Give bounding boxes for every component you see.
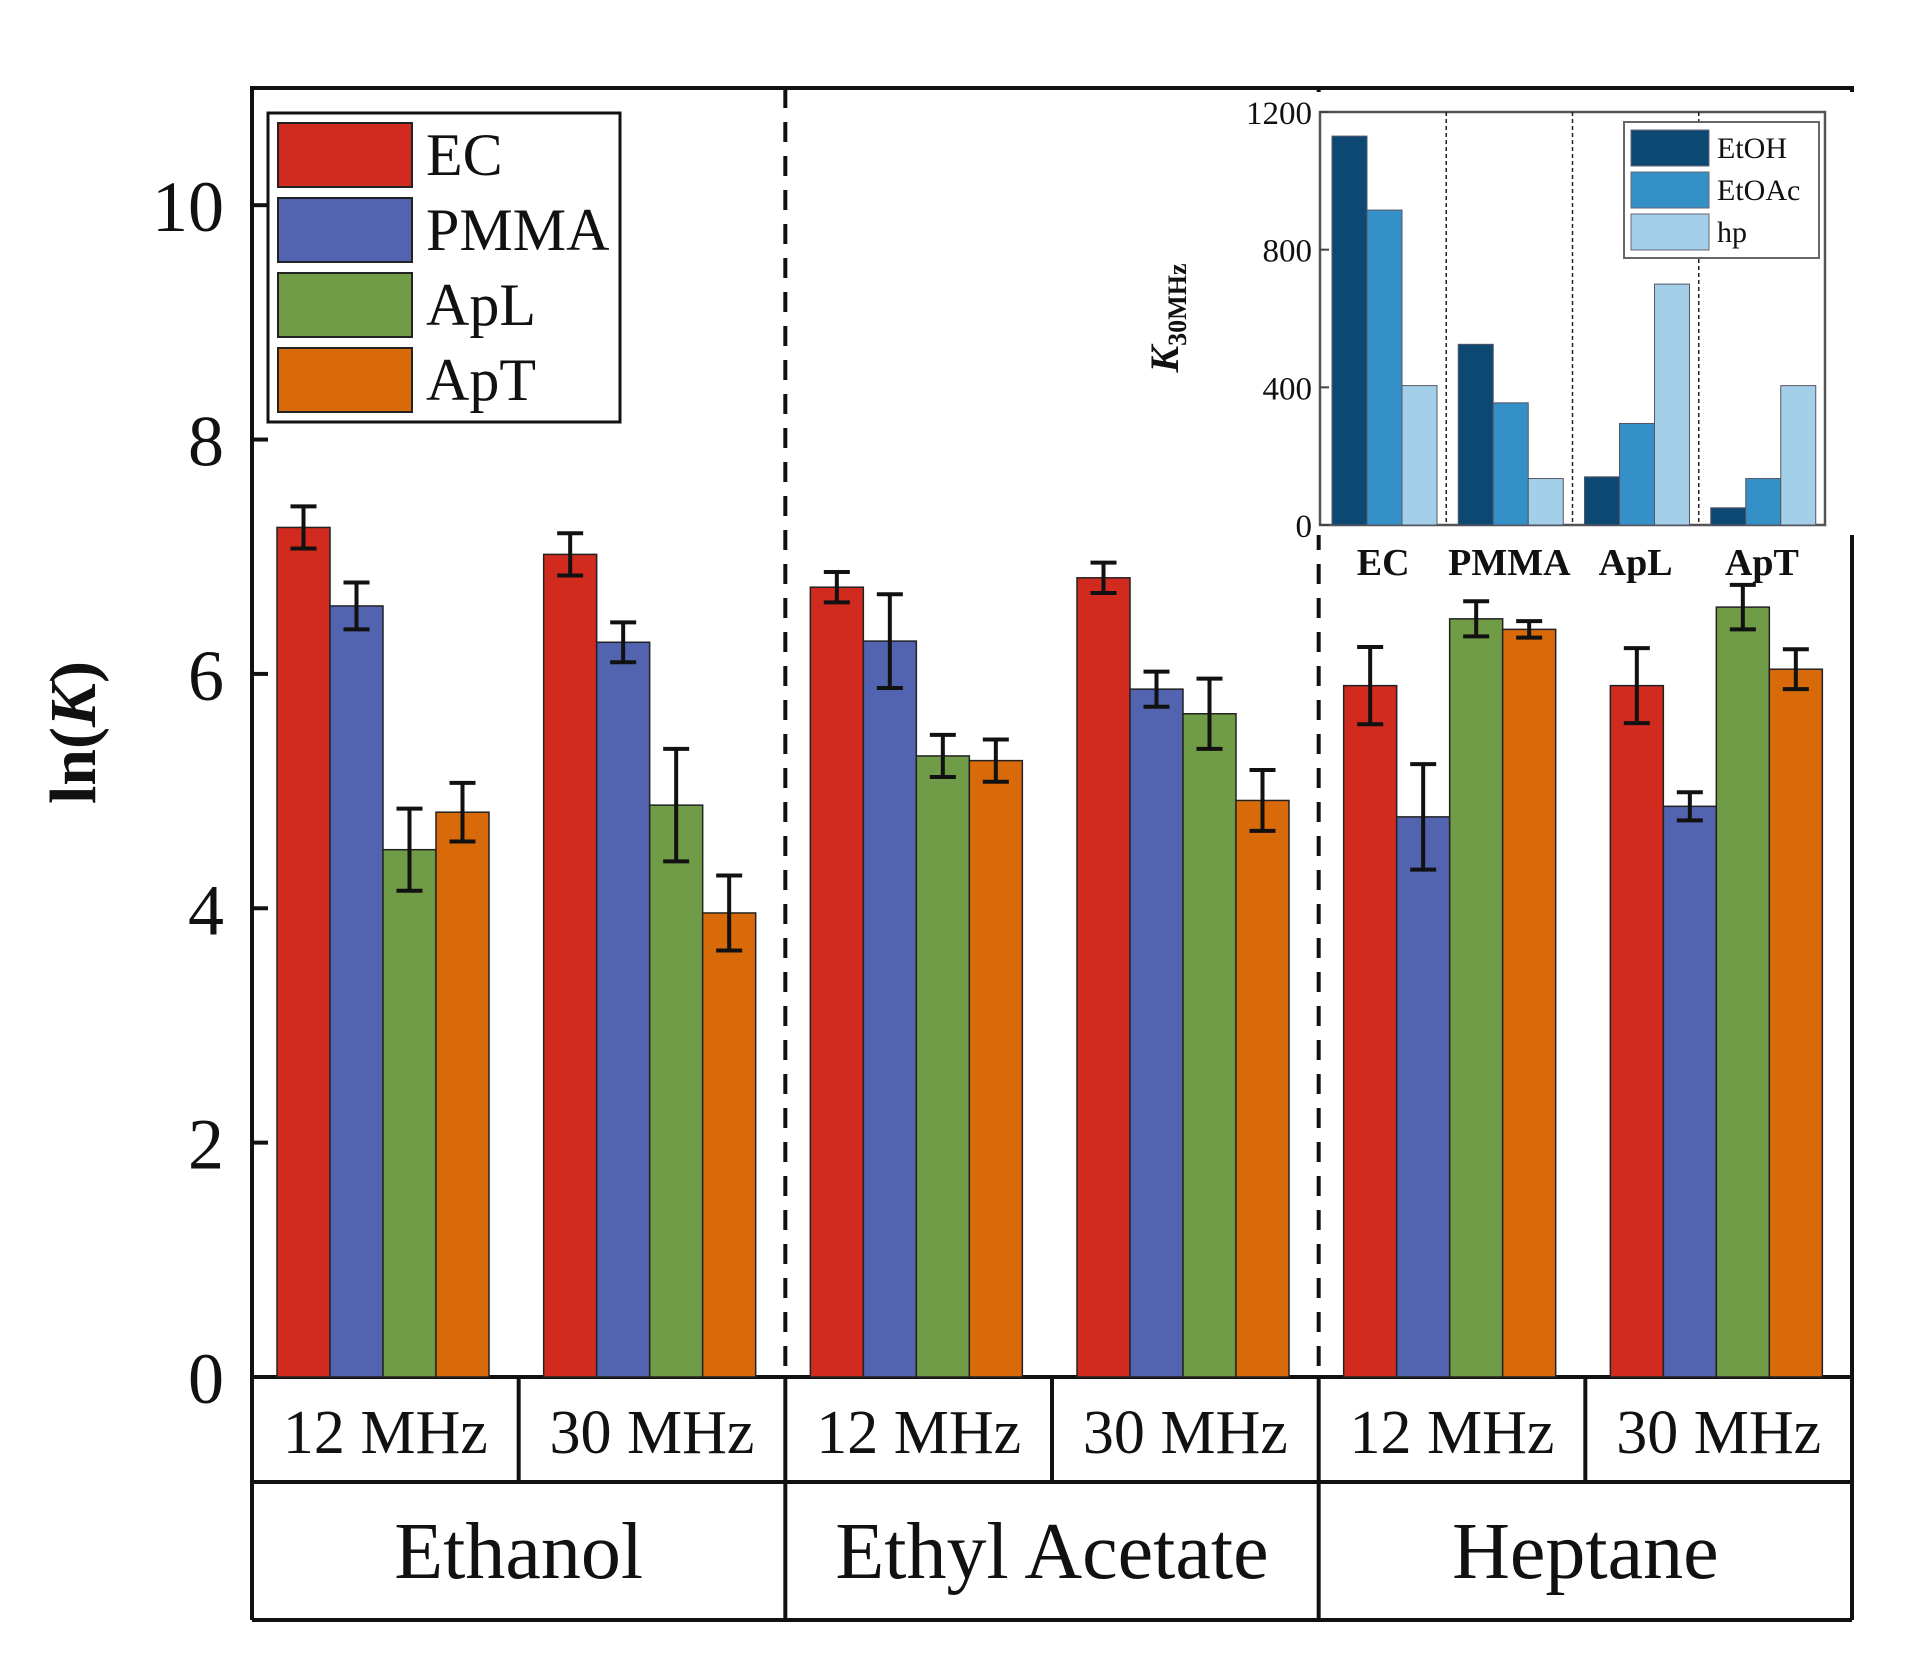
inset-y-tick-label: 1200: [1246, 96, 1312, 132]
bar-heptane-12mhz-pmma: [1395, 816, 1451, 1378]
inset-bar-apt-hp: [1780, 385, 1817, 526]
y-tick-label: 8: [188, 402, 224, 482]
bar-ethanol-12mhz-apt: [435, 811, 490, 1378]
y-tick-label: 6: [188, 636, 224, 716]
inset-y-tick-label: 800: [1263, 234, 1313, 270]
legend-swatch-pmma: [277, 197, 413, 263]
bar-ethyl-acetate-30mhz-ec: [1076, 577, 1131, 1378]
inset-category-label: PMMA: [1448, 542, 1571, 584]
bar-ethanol-30mhz-ec: [542, 553, 598, 1378]
inset-bar-ec-hp: [1401, 385, 1438, 526]
inset-legend-swatch-etoac: [1630, 171, 1710, 209]
legend-label-apl: ApL: [426, 272, 536, 338]
bar-heptane-30mhz-ec: [1609, 684, 1665, 1378]
bar-heptane-12mhz-apt: [1501, 628, 1557, 1378]
frequency-label: 30 MHz: [550, 1399, 755, 1467]
frequency-label: 30 MHz: [1616, 1399, 1821, 1467]
inset-bar-apl-etoh: [1584, 476, 1620, 526]
solvent-label: Ethanol: [394, 1508, 643, 1596]
inset-bar-pmma-etoac: [1492, 402, 1529, 526]
bar-ethanol-30mhz-pmma: [595, 641, 651, 1378]
y-tick-label: 4: [188, 870, 224, 950]
inset-y-tick-label: 0: [1296, 509, 1313, 545]
bar-ethyl-acetate-30mhz-apt: [1235, 799, 1290, 1378]
legend-swatch-apt: [277, 347, 413, 413]
bar-ethanol-30mhz-apt: [701, 912, 757, 1378]
inset-category-label: ApT: [1725, 542, 1799, 584]
inset-category-label: EC: [1357, 542, 1410, 584]
inset-bar-apt-etoac: [1745, 478, 1782, 526]
bar-ethanol-12mhz-ec: [276, 526, 331, 1378]
bar-ethyl-acetate-12mhz-ec: [809, 586, 865, 1378]
bar-ethyl-acetate-12mhz-apt: [968, 759, 1024, 1378]
frequency-label: 30 MHz: [1083, 1399, 1288, 1467]
inset-legend-label-etoh: EtOH: [1717, 132, 1787, 165]
inset-category-label: ApL: [1599, 542, 1673, 584]
inset-bar-ec-etoh: [1331, 135, 1368, 526]
solvent-label: Heptane: [1452, 1508, 1719, 1596]
inset-y-tick-label: 400: [1263, 371, 1313, 407]
inset-legend-label-etoac: EtOAc: [1717, 174, 1800, 207]
frequency-label: 12 MHz: [816, 1399, 1021, 1467]
inset-y-axis-label: K30MHz: [1142, 264, 1192, 374]
frequency-label: 12 MHz: [283, 1399, 488, 1467]
legend-swatch-apl: [277, 272, 413, 338]
inset-bar-ec-etoac: [1366, 209, 1403, 526]
bar-ethanol-12mhz-pmma: [329, 605, 384, 1378]
legend-label-pmma: PMMA: [426, 197, 609, 263]
legend-label-apt: ApT: [426, 347, 536, 413]
bar-ethyl-acetate-30mhz-pmma: [1129, 688, 1184, 1378]
bar-heptane-12mhz-ec: [1342, 684, 1398, 1378]
inset-bar-pmma-hp: [1527, 478, 1564, 526]
bar-ethanol-12mhz-apl: [382, 848, 437, 1378]
inset-legend-label-hp: hp: [1717, 216, 1747, 249]
inset-legend-swatch-etoh: [1630, 129, 1710, 167]
bar-ethyl-acetate-12mhz-apl: [915, 755, 971, 1378]
bar-ethanol-30mhz-apl: [648, 804, 704, 1378]
inset-bar-apl-etoac: [1619, 422, 1655, 526]
inset-bar-apl-hp: [1654, 283, 1690, 526]
inset-bar-apt-etoh: [1710, 507, 1747, 526]
bar-heptane-30mhz-pmma: [1662, 805, 1718, 1378]
y-tick-label: 2: [188, 1105, 224, 1185]
bar-heptane-12mhz-apl: [1448, 618, 1504, 1378]
solvent-label: Ethyl Acetate: [835, 1508, 1268, 1596]
y-tick-label: 10: [152, 167, 224, 247]
bar-heptane-30mhz-apt: [1768, 668, 1824, 1378]
legend-swatch-ec: [277, 122, 413, 188]
bar-ethyl-acetate-30mhz-apl: [1182, 713, 1237, 1378]
y-axis-label: ln(K): [37, 661, 110, 804]
legend-label-ec: EC: [426, 122, 503, 188]
y-tick-label: 0: [188, 1339, 224, 1419]
bar-ethyl-acetate-12mhz-pmma: [862, 640, 918, 1378]
frequency-label: 12 MHz: [1350, 1399, 1555, 1467]
inset-legend-swatch-hp: [1630, 213, 1710, 251]
bar-heptane-30mhz-apl: [1715, 606, 1771, 1378]
inset-bar-pmma-etoh: [1457, 343, 1494, 526]
